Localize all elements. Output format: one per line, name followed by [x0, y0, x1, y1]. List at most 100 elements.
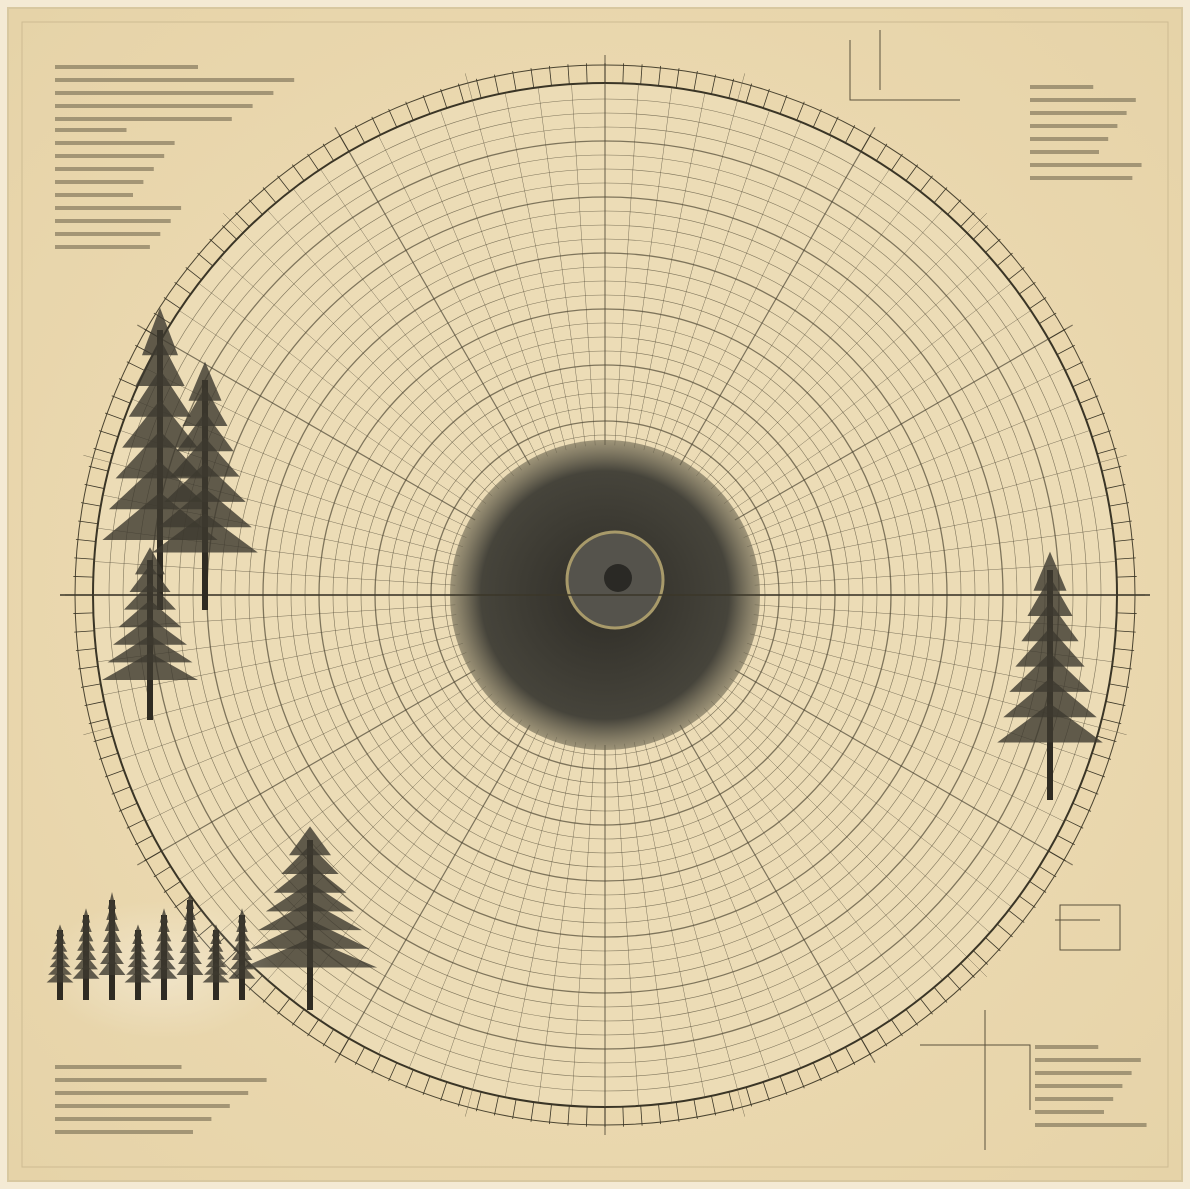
rim-tick: [779, 1075, 788, 1096]
spoke: [571, 744, 596, 1106]
rim-tick: [875, 143, 888, 162]
tree-foliage: [77, 936, 95, 951]
rim-tick: [104, 412, 125, 421]
illegible-note-line: [1030, 85, 1094, 89]
tree-foliage: [176, 958, 204, 975]
illegible-note-line: [55, 206, 182, 210]
rim-tick: [1101, 465, 1122, 472]
rim-tick: [548, 65, 552, 86]
tree-foliage: [126, 962, 150, 975]
sketch-lines: [849, 30, 1121, 1150]
spoke: [440, 110, 558, 454]
rim-tick: [933, 986, 948, 1003]
note-group: [55, 30, 1147, 1150]
tree-foliage: [211, 924, 221, 937]
spoke: [334, 724, 531, 1063]
rim-tick: [512, 71, 517, 91]
tree-foliage: [237, 908, 247, 923]
illegible-note-line: [1030, 163, 1142, 167]
rim-tick: [475, 1091, 482, 1112]
tree-foliage: [135, 547, 165, 575]
spoke: [734, 324, 1073, 521]
rim-tick: [1038, 312, 1057, 325]
spoke: [710, 212, 988, 490]
rim-tick: [144, 850, 162, 862]
tree-foliage: [1027, 576, 1073, 616]
spoke: [723, 686, 1012, 907]
rim-tick: [1091, 430, 1112, 438]
illegible-note-line: [1035, 1058, 1141, 1062]
illegible-note-line: [55, 128, 127, 132]
illegible-note-line: [55, 117, 232, 121]
spoke: [378, 135, 539, 461]
spoke: [753, 527, 1113, 576]
rim-tick: [860, 1038, 872, 1056]
rim-tick: [960, 212, 975, 227]
rim-tick: [586, 1106, 588, 1127]
tree-foliage: [156, 926, 172, 942]
rim-tick: [1048, 328, 1066, 340]
rim-tick: [890, 1019, 903, 1037]
rim-tick: [622, 1106, 624, 1127]
rim-tick: [1101, 718, 1122, 725]
tree-foliage: [51, 947, 69, 960]
spoke: [440, 736, 558, 1080]
tree-foliage: [135, 338, 185, 386]
rim-tick: [890, 153, 903, 171]
rim-tick: [73, 576, 94, 578]
rim-tick: [796, 1069, 805, 1089]
rim-tick: [985, 937, 1001, 952]
rim-tick: [812, 1062, 822, 1082]
rim-tick: [1018, 895, 1036, 909]
illegible-note-line: [55, 1130, 193, 1134]
rim-tick: [1109, 502, 1129, 507]
tree-foliage: [997, 703, 1103, 743]
tree-foliage: [228, 964, 256, 979]
rim-tick: [1105, 483, 1126, 489]
tree-foliage: [118, 600, 182, 628]
rim-tick: [1056, 835, 1075, 846]
rim-tick: [1038, 865, 1057, 878]
spoke: [634, 92, 706, 448]
center-dot: [604, 564, 632, 592]
spoke: [679, 127, 876, 466]
rim-tick: [905, 1008, 919, 1026]
rim-tick: [209, 238, 225, 253]
spoke: [131, 652, 467, 792]
spoke: [571, 84, 596, 446]
tree-foliage: [107, 635, 193, 663]
spoke: [504, 742, 576, 1098]
spoke: [652, 736, 770, 1080]
rim-tick: [1115, 557, 1136, 560]
spoke: [198, 686, 487, 907]
rim-tick: [640, 1105, 643, 1126]
rim-tick: [1056, 344, 1075, 355]
spoke: [624, 87, 673, 447]
spoke: [743, 652, 1079, 792]
illegible-note-line: [1030, 111, 1127, 115]
tree-foliage: [46, 970, 74, 983]
rim-tick: [388, 1062, 398, 1082]
spoke: [408, 121, 548, 457]
tree-foliage: [1015, 627, 1085, 667]
rim-tick: [163, 880, 181, 893]
tree-foliage: [273, 863, 347, 893]
rim-tick: [762, 88, 770, 109]
spoke: [671, 729, 832, 1055]
rim-tick: [919, 175, 933, 192]
spoke: [749, 454, 1127, 557]
spoke: [662, 121, 802, 457]
tree-foliage: [113, 617, 187, 645]
tree-foliage: [179, 936, 201, 953]
illegible-note-line: [1035, 1097, 1114, 1101]
illegible-note-line: [1030, 150, 1099, 154]
rim-tick: [796, 101, 805, 121]
spoke: [219, 257, 493, 497]
rim-tick: [1018, 281, 1036, 295]
tree-foliage: [250, 919, 370, 949]
spoke: [717, 257, 991, 497]
rim-tick: [126, 361, 145, 371]
tree-foliage: [236, 917, 248, 932]
tree-foliage: [74, 954, 98, 970]
